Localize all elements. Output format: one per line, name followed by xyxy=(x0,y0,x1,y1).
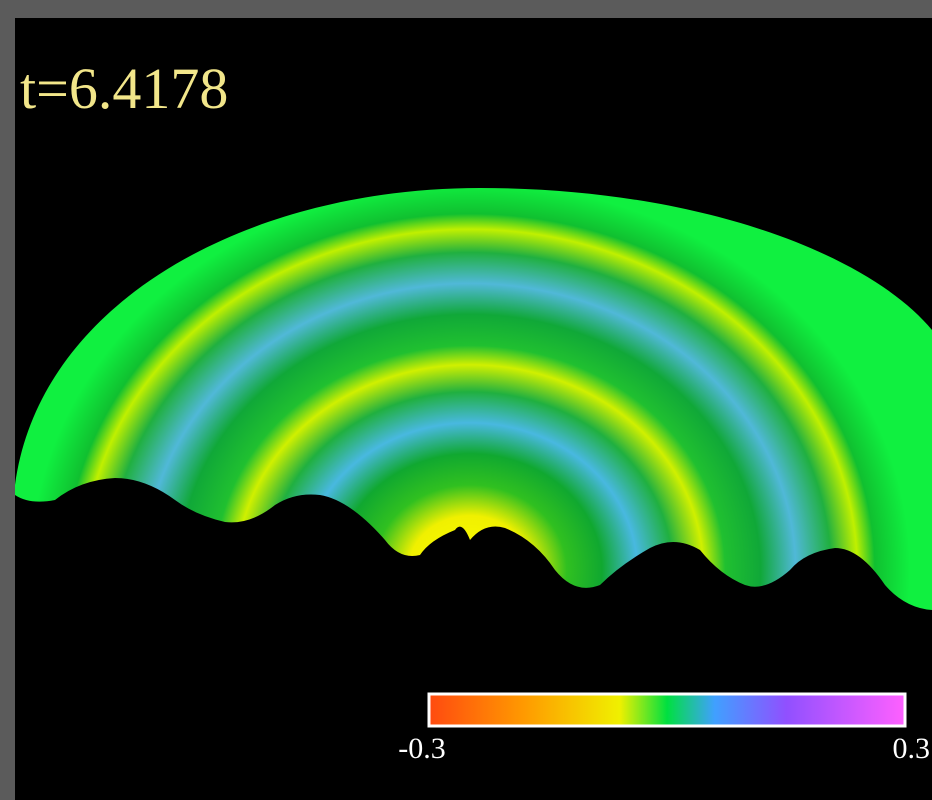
time-label: t=6.4178 xyxy=(20,56,228,121)
colorbar xyxy=(429,694,905,726)
colorbar-min: -0.3 xyxy=(398,732,446,765)
colorbar-max: 0.3 xyxy=(893,732,931,765)
screenshot: t=6.4178 -0.3 0.3 xyxy=(0,0,932,800)
page: t=6.4178 -0.3 0.3 (() => { const data = … xyxy=(0,0,932,800)
